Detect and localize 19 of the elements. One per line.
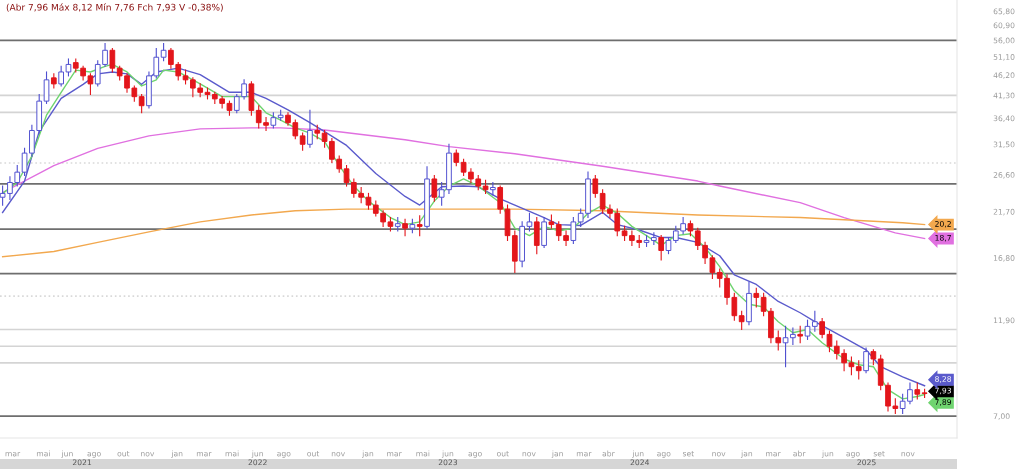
candlestick bbox=[497, 185, 504, 214]
candlestick bbox=[43, 71, 50, 104]
candlestick bbox=[541, 216, 547, 248]
candlestick bbox=[138, 93, 145, 114]
annotation: (Abr 7,96 Máx 8,12 Mín 7,76 Fch 7,93 V -0,38%) bbox=[6, 3, 223, 12]
candlestick bbox=[402, 218, 408, 237]
candlestick bbox=[533, 216, 540, 255]
candlestick bbox=[416, 215, 423, 237]
candlestick bbox=[307, 109, 313, 148]
line-series bbox=[1, 127, 926, 240]
candlestick bbox=[431, 174, 438, 202]
candlestick bbox=[738, 310, 745, 331]
candlestick bbox=[863, 347, 869, 374]
candlestick bbox=[490, 181, 496, 196]
candlestick bbox=[658, 235, 665, 261]
candlestick bbox=[570, 216, 577, 244]
candlestick bbox=[109, 48, 116, 73]
candlestick bbox=[753, 287, 760, 308]
candlestick bbox=[592, 174, 599, 198]
